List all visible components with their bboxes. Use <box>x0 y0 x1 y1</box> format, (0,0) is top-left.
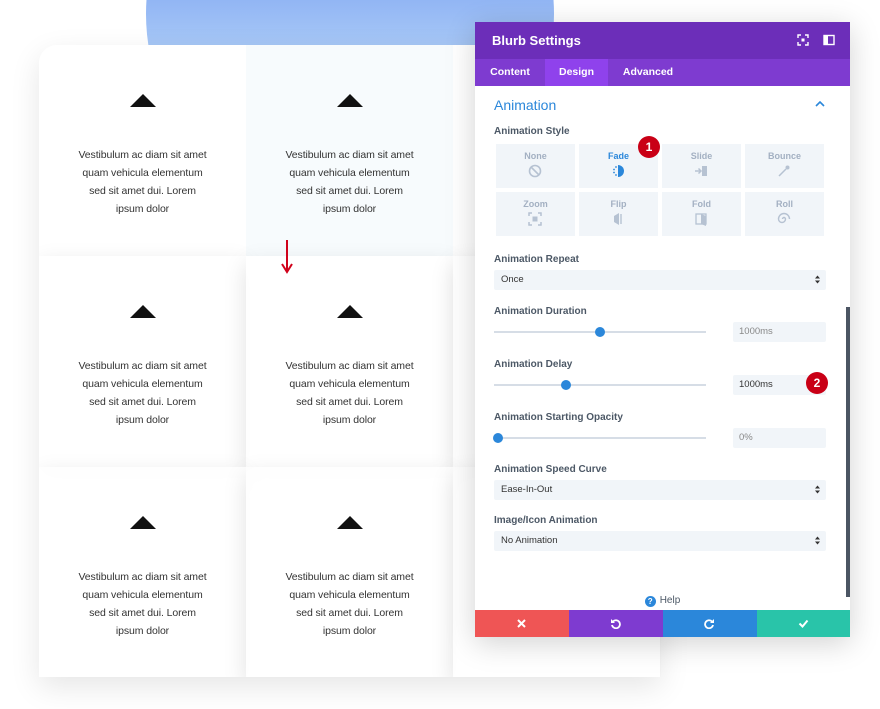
triangle-up-icon <box>337 516 363 529</box>
triangle-up-icon <box>130 516 156 529</box>
select-arrows-icon <box>815 536 820 545</box>
slide-icon <box>695 166 707 176</box>
step-badge-2: 2 <box>806 372 828 394</box>
save-button[interactable] <box>757 610 850 637</box>
animation-speed-curve-select[interactable]: Ease-In-Out <box>494 480 826 500</box>
blurb-text: Vestibulum ac diam sit amet quam vehicula… <box>78 571 207 637</box>
undo-button[interactable] <box>569 610 663 637</box>
help-icon: ? <box>644 596 656 607</box>
select-arrows-icon <box>815 485 820 494</box>
redo-icon <box>704 619 714 629</box>
image-icon-animation-label: Image/Icon Animation <box>494 515 598 526</box>
animation-duration-label: Animation Duration <box>494 306 587 317</box>
red-arrow-down-icon <box>281 240 293 274</box>
triangle-up-icon <box>337 94 363 107</box>
blurb-module[interactable]: Vestibulum ac diam sit amet quam vehicula… <box>39 467 246 677</box>
animation-starting-opacity-label: Animation Starting Opacity <box>494 412 623 423</box>
fold-icon <box>695 213 707 226</box>
blurb-module[interactable]: Vestibulum ac diam sit amet quam vehicula… <box>246 45 453 256</box>
animation-starting-opacity-slider[interactable] <box>493 433 706 443</box>
cancel-button[interactable] <box>475 610 569 637</box>
fullscreen-icon[interactable] <box>797 34 809 46</box>
section-title[interactable]: Animation <box>494 97 557 113</box>
animation-option-zoom[interactable]: Zoom <box>496 192 575 236</box>
animation-delay-slider[interactable] <box>494 380 706 390</box>
animation-delay-label: Animation Delay <box>494 359 573 370</box>
slider-handle[interactable] <box>493 433 504 443</box>
blurb-text: Vestibulum ac diam sit amet quam vehicula… <box>285 360 414 426</box>
animation-option-flip[interactable]: Flip <box>579 192 658 236</box>
triangle-up-icon <box>337 305 363 318</box>
animation-option-fold[interactable]: Fold <box>662 192 741 236</box>
animation-style-label: Animation Style <box>494 126 570 137</box>
flip-icon <box>614 213 622 225</box>
animation-option-roll[interactable]: Roll <box>745 192 824 236</box>
undo-icon <box>611 619 621 629</box>
tab-advanced[interactable]: Advanced <box>622 66 674 78</box>
animation-repeat-label: Animation Repeat <box>494 254 580 265</box>
animation-duration-slider[interactable] <box>494 327 706 337</box>
tab-content[interactable]: Content <box>490 66 530 78</box>
blurb-module[interactable]: Vestibulum ac diam sit amet quam vehicula… <box>39 45 246 256</box>
select-arrows-icon <box>815 275 820 284</box>
triangle-up-icon <box>130 305 156 318</box>
check-icon <box>798 619 809 628</box>
scrollbar[interactable] <box>846 307 850 597</box>
animation-starting-opacity-input[interactable]: 0% <box>733 428 826 448</box>
panel-tabs: Content Design Advanced <box>475 59 850 86</box>
bounce-icon <box>778 165 790 177</box>
tab-design[interactable]: Design <box>545 59 608 86</box>
fade-icon <box>613 165 624 177</box>
blurb-module[interactable]: Vestibulum ac diam sit amet quam vehicula… <box>246 256 453 467</box>
panel-title: Blurb Settings <box>492 33 581 48</box>
slider-handle[interactable] <box>595 327 605 337</box>
animation-delay-input[interactable]: 1000ms <box>733 375 826 395</box>
blurb-text: Vestibulum ac diam sit amet quam vehicula… <box>78 149 207 215</box>
animation-option-none[interactable]: None <box>496 144 575 188</box>
blurb-text: Vestibulum ac diam sit amet quam vehicula… <box>285 149 414 215</box>
roll-icon <box>777 212 791 224</box>
panel-footer <box>475 610 850 637</box>
blurb-text: Vestibulum ac diam sit amet quam vehicula… <box>78 360 207 426</box>
animation-option-bounce[interactable]: Bounce <box>745 144 824 188</box>
zoom-icon <box>528 212 542 226</box>
blurb-module[interactable]: Vestibulum ac diam sit amet quam vehicula… <box>39 256 246 467</box>
close-icon <box>517 619 526 628</box>
blurb-module[interactable]: Vestibulum ac diam sit amet quam vehicula… <box>246 467 453 677</box>
sidebar-toggle-icon[interactable] <box>823 34 835 46</box>
animation-repeat-select[interactable]: Once <box>494 270 826 290</box>
animation-duration-input[interactable]: 1000ms <box>733 322 826 342</box>
animation-speed-curve-label: Animation Speed Curve <box>494 464 607 475</box>
chevron-up-icon[interactable] <box>815 101 825 107</box>
triangle-up-icon <box>130 94 156 107</box>
panel-body: Animation Animation Style None Fade Slid… <box>475 86 850 610</box>
blurb-text: Vestibulum ac diam sit amet quam vehicula… <box>285 571 414 637</box>
animation-option-slide[interactable]: Slide <box>662 144 741 188</box>
blurb-settings-panel: Blurb Settings Content Design Advanced A… <box>475 22 850 637</box>
step-badge-1: 1 <box>638 136 660 158</box>
redo-button[interactable] <box>663 610 757 637</box>
slider-handle[interactable] <box>561 380 572 390</box>
none-icon <box>528 164 542 178</box>
panel-header: Blurb Settings <box>475 22 850 59</box>
help-link[interactable]: ? Help <box>475 595 850 607</box>
image-icon-animation-select[interactable]: No Animation <box>494 531 826 551</box>
